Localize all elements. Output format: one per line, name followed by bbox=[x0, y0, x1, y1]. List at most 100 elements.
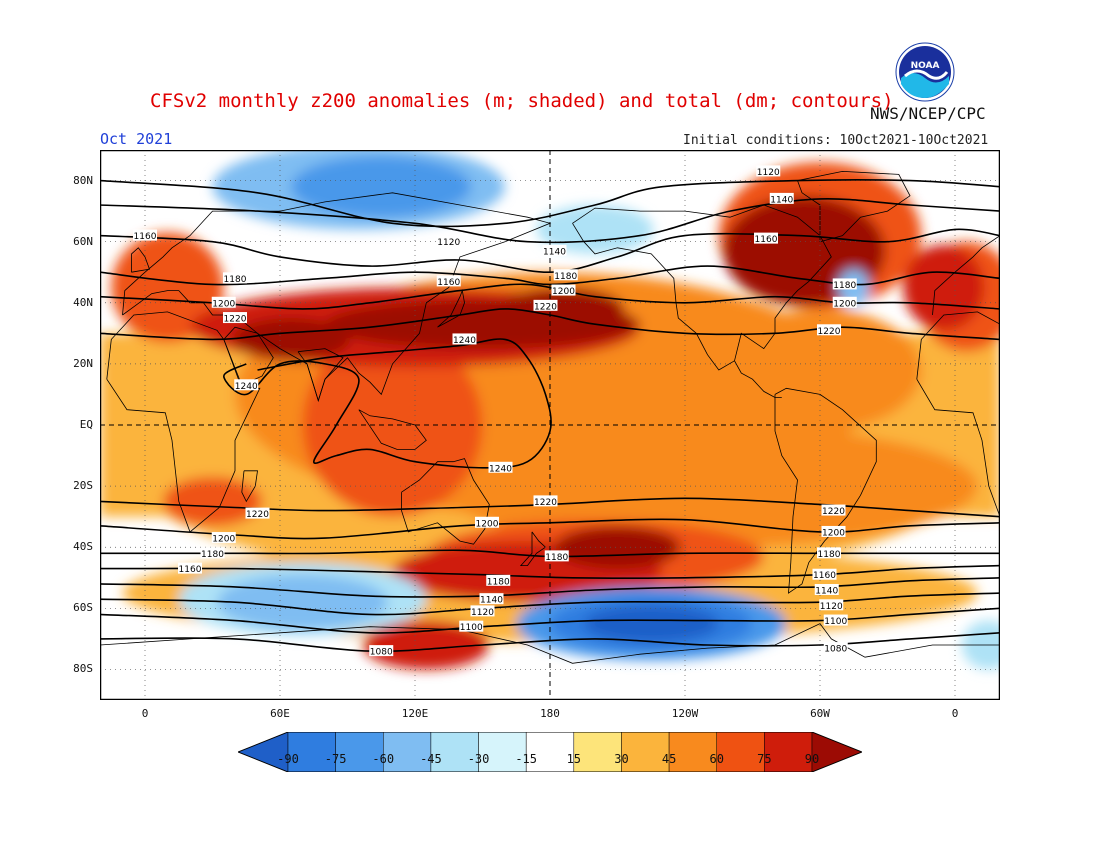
contour-1180 bbox=[100, 265, 1000, 286]
contour-label: 1180 bbox=[200, 547, 225, 560]
contour-1140 bbox=[100, 197, 1000, 244]
contour-1200 bbox=[100, 518, 1000, 540]
contour-label-text: 1220 bbox=[822, 507, 845, 517]
contour-label: 1160 bbox=[133, 229, 157, 242]
colorbar-tick-label: 30 bbox=[614, 752, 629, 766]
contour-label-text: 1080 bbox=[824, 645, 847, 655]
coastline bbox=[796, 170, 911, 243]
contour-label-text: 1200 bbox=[212, 299, 235, 309]
contour-label: 1180 bbox=[553, 269, 578, 282]
contour-label-text: 1140 bbox=[543, 247, 566, 257]
lon-tick-label: 120W bbox=[671, 707, 699, 720]
contour-1160 bbox=[100, 564, 1000, 579]
anomaly-blob bbox=[437, 425, 978, 548]
contour-label-text: 1200 bbox=[822, 528, 845, 538]
contour-label: 1200 bbox=[475, 516, 499, 529]
lat-tick-label: 80S bbox=[73, 662, 93, 676]
contour-label: 1120 bbox=[819, 599, 844, 612]
noaa-logo-icon: NOAA bbox=[895, 42, 955, 102]
coastline bbox=[297, 348, 344, 402]
month-label: Oct 2021 bbox=[100, 130, 173, 148]
contour-label-text: 1200 bbox=[476, 519, 499, 529]
contour-label: 1080 bbox=[823, 642, 848, 655]
contour-label: 1180 bbox=[223, 272, 247, 285]
contour-label: 1140 bbox=[769, 192, 794, 205]
contour-label: 1100 bbox=[823, 614, 848, 627]
contour-label: 1160 bbox=[178, 562, 202, 575]
contour-1140 bbox=[100, 577, 1000, 598]
contour-label-text: 1160 bbox=[437, 278, 460, 288]
contour-label: 1220 bbox=[533, 495, 558, 508]
colorbar-swatch bbox=[287, 732, 336, 772]
coastline bbox=[916, 311, 1000, 380]
contour-label-text: 1160 bbox=[755, 235, 778, 245]
contour-label-text: 1180 bbox=[554, 272, 577, 282]
contour-label: 1200 bbox=[211, 296, 236, 309]
contour-label-text: 1120 bbox=[471, 608, 494, 618]
coastline bbox=[774, 387, 877, 594]
coastline bbox=[131, 247, 151, 273]
contour-label: 1180 bbox=[832, 278, 857, 291]
contour-label: 1240 bbox=[452, 333, 477, 346]
contour-label-text: 1160 bbox=[813, 571, 836, 581]
chart-title: CFSv2 monthly z200 anomalies (m; shaded)… bbox=[150, 90, 894, 112]
contour-label-text: 1220 bbox=[818, 327, 841, 337]
lat-tick-label: 60S bbox=[73, 601, 93, 615]
lon-tick-label: 120E bbox=[401, 707, 429, 720]
contour-label-text: 1080 bbox=[370, 648, 393, 658]
contour-label: 1120 bbox=[436, 235, 461, 248]
lon-tick-label: 60E bbox=[270, 707, 290, 720]
contour-label: 1120 bbox=[756, 165, 781, 178]
contour-1120 bbox=[100, 592, 1000, 616]
contour-label-text: 1180 bbox=[545, 553, 568, 563]
colorbar-tick-label: 60 bbox=[709, 752, 724, 766]
contour-label-text: 1100 bbox=[460, 623, 483, 633]
contour-label-text: 1120 bbox=[437, 238, 460, 248]
contour-label-text: 1140 bbox=[480, 596, 503, 606]
contour-label-text: 1140 bbox=[770, 195, 793, 205]
colorbar-tick-label: -15 bbox=[515, 752, 538, 766]
colorbar-tick-label: 15 bbox=[566, 752, 582, 766]
contour-label: 1220 bbox=[245, 507, 270, 520]
contour-1100 bbox=[100, 607, 1000, 634]
anomaly-blob bbox=[498, 287, 625, 331]
contour-label: 1200 bbox=[821, 525, 846, 538]
organization-label: NWS/NCEP/CPC bbox=[870, 104, 986, 123]
contour-labels: 1160 1180 1200 1220 1240 1240 1160 1120 1140 1180… bbox=[133, 165, 857, 658]
contour-1240 bbox=[222, 338, 552, 469]
contour-label: 1080 bbox=[369, 645, 394, 658]
contour-label: 1160 bbox=[436, 275, 461, 288]
contour-label-text: 1160 bbox=[134, 232, 157, 242]
contour-label: 1200 bbox=[211, 532, 236, 545]
colorbar-tick-label: 90 bbox=[804, 752, 820, 766]
coastline bbox=[358, 409, 427, 450]
contour-label-text: 1140 bbox=[815, 587, 838, 597]
contour-label: 1140 bbox=[479, 593, 504, 606]
anomaly-blob-negative bbox=[291, 156, 472, 218]
contour-label-text: 1180 bbox=[201, 550, 224, 560]
contour-label-text: 1120 bbox=[757, 168, 780, 178]
colorbar-tick-label: -90 bbox=[277, 752, 299, 766]
contour-label-text: 1220 bbox=[224, 315, 247, 325]
height-contours bbox=[100, 178, 1000, 653]
contour-label: 1120 bbox=[470, 605, 495, 618]
lat-tick-label: 60N bbox=[73, 234, 93, 248]
contour-label-text: 1200 bbox=[552, 287, 575, 297]
coastline bbox=[106, 311, 261, 533]
contour-label-text: 1220 bbox=[534, 498, 557, 508]
contour-label: 1180 bbox=[544, 550, 569, 563]
contour-label-text: 1200 bbox=[833, 299, 856, 309]
lat-tick-label: 40S bbox=[73, 540, 93, 554]
contour-label: 1220 bbox=[817, 324, 841, 337]
lon-tick-label: 60W bbox=[810, 707, 830, 720]
contour-label-text: 1100 bbox=[824, 617, 847, 627]
lat-tick-label: EQ bbox=[79, 418, 93, 431]
coastline bbox=[122, 192, 552, 402]
lon-tick-label: 0 bbox=[141, 707, 149, 720]
anomaly-blob bbox=[232, 318, 350, 361]
contour-label: 1220 bbox=[223, 312, 247, 325]
contour-label: 1240 bbox=[234, 379, 259, 392]
contour-label: 1160 bbox=[812, 568, 837, 581]
coastline bbox=[734, 360, 782, 398]
contour-label-text: 1120 bbox=[820, 602, 843, 612]
